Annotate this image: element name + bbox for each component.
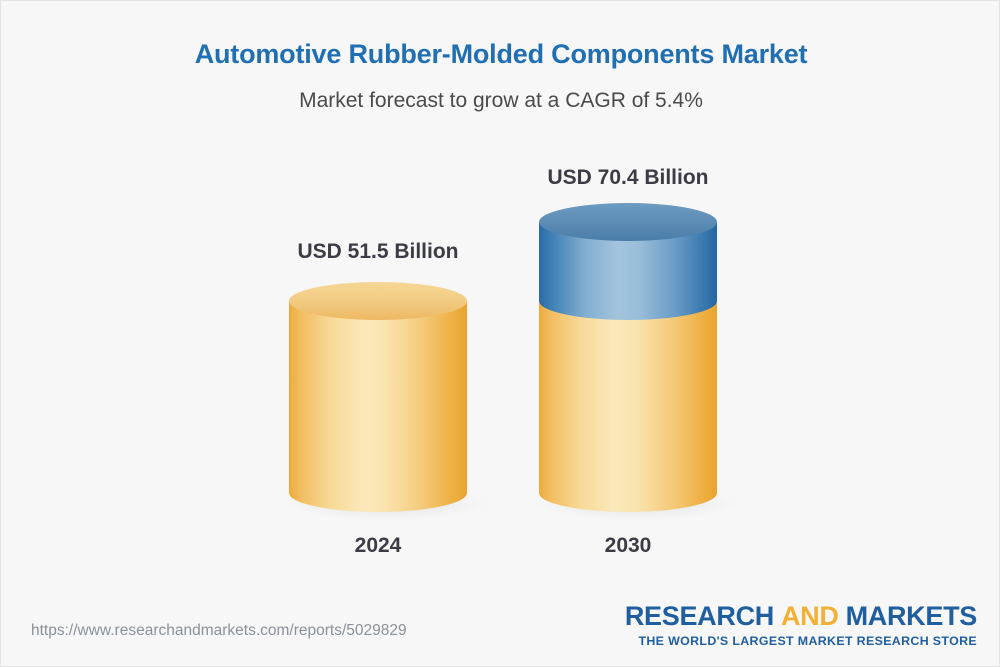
cylinder-2024 <box>289 282 467 512</box>
value-label-2030: USD 70.4 Billion <box>547 166 709 189</box>
report-url[interactable]: https://www.researchandmarkets.com/repor… <box>31 622 407 639</box>
page-subtitle: Market forecast to grow at a CAGR of 5.4… <box>299 89 703 112</box>
cylinder-2030 <box>539 203 717 512</box>
category-label-2030: 2030 <box>604 534 652 557</box>
logo-word-markets: MARKETS <box>845 601 978 631</box>
category-label-2024: 2024 <box>354 534 402 557</box>
cylinder-chart-svg <box>283 203 741 521</box>
logo-wordmark: RESEARCH AND MARKETS <box>625 603 977 630</box>
chart-plot-area: USD 51.5 Billion USD 70.4 Billion 2024 2… <box>1 1 999 601</box>
value-label-2024: USD 51.5 Billion <box>297 240 459 263</box>
logo-word-and: AND <box>780 601 839 631</box>
cylinder-2030-gold-segment <box>539 301 717 512</box>
cylinder-2024-body <box>289 301 467 512</box>
logo-tagline: THE WORLD'S LARGEST MARKET RESEARCH STOR… <box>638 634 977 648</box>
page-title: Automotive Rubber-Molded Components Mark… <box>194 39 808 69</box>
cylinder-2030-blue-segment <box>539 222 717 320</box>
cylinder-2030-top-cap <box>539 203 717 241</box>
research-and-markets-logo[interactable]: RESEARCH AND MARKETS THE WORLD'S LARGEST M… <box>625 603 977 649</box>
logo-word-research: RESEARCH <box>624 601 774 631</box>
cylinder-2024-top-cap <box>289 282 467 320</box>
